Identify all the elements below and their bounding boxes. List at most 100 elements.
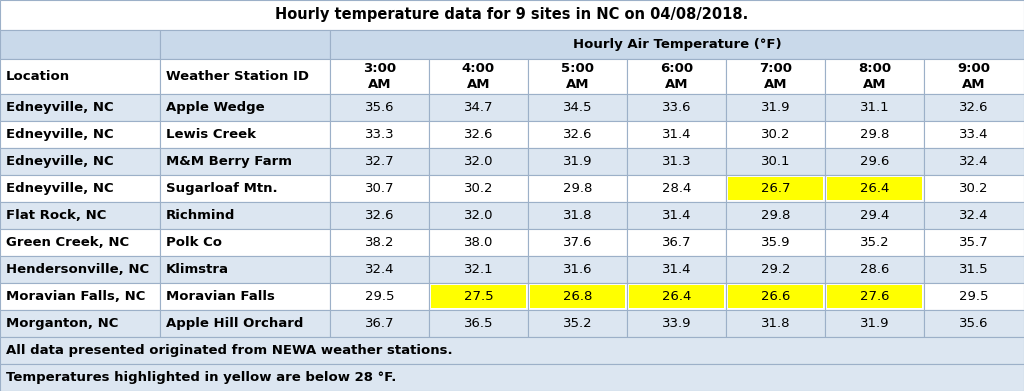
Bar [528, 121, 627, 148]
Bar [330, 229, 429, 256]
Bar [825, 148, 924, 175]
Bar [160, 175, 330, 202]
Text: 33.9: 33.9 [662, 317, 691, 330]
Bar [924, 310, 1024, 337]
Text: 32.6: 32.6 [563, 128, 592, 141]
Text: Hourly Air Temperature (°F): Hourly Air Temperature (°F) [572, 38, 781, 51]
Text: 31.4: 31.4 [662, 128, 691, 141]
Bar [528, 283, 627, 310]
Text: Sugarloaf Mtn.: Sugarloaf Mtn. [166, 182, 278, 195]
Text: 4:00
AM: 4:00 AM [462, 63, 495, 90]
Text: Hendersonville, NC: Hendersonville, NC [6, 263, 150, 276]
Text: 31.9: 31.9 [563, 155, 592, 168]
Text: 28.4: 28.4 [662, 182, 691, 195]
Text: Morganton, NC: Morganton, NC [6, 317, 119, 330]
Text: 38.2: 38.2 [365, 236, 394, 249]
Bar [629, 285, 724, 308]
Bar [0, 337, 1024, 364]
Bar [627, 310, 726, 337]
Text: 31.9: 31.9 [860, 317, 889, 330]
Bar [627, 121, 726, 148]
Text: Klimstra: Klimstra [166, 263, 229, 276]
Bar [528, 175, 627, 202]
Text: 32.6: 32.6 [959, 101, 989, 114]
Bar [160, 283, 330, 310]
Text: M&M Berry Farm: M&M Berry Farm [166, 155, 292, 168]
Text: 30.7: 30.7 [365, 182, 394, 195]
Bar [528, 94, 627, 121]
Bar [429, 148, 528, 175]
Bar [924, 256, 1024, 283]
Bar [530, 285, 625, 308]
Text: Moravian Falls, NC: Moravian Falls, NC [6, 290, 145, 303]
Text: 34.7: 34.7 [464, 101, 494, 114]
Text: Location: Location [6, 70, 70, 83]
Bar [827, 285, 922, 308]
Bar [0, 121, 160, 148]
Bar [825, 202, 924, 229]
Text: 31.5: 31.5 [959, 263, 989, 276]
Bar [0, 229, 160, 256]
Text: 26.4: 26.4 [860, 182, 889, 195]
Text: 7:00
AM: 7:00 AM [759, 63, 792, 90]
Text: Edneyville, NC: Edneyville, NC [6, 128, 114, 141]
Bar [924, 94, 1024, 121]
Text: 33.6: 33.6 [662, 101, 691, 114]
Text: Richmind: Richmind [166, 209, 236, 222]
Bar [627, 59, 726, 94]
Text: 32.0: 32.0 [464, 155, 494, 168]
Bar [825, 121, 924, 148]
Bar [0, 283, 160, 310]
Text: 29.6: 29.6 [860, 155, 889, 168]
Text: Edneyville, NC: Edneyville, NC [6, 155, 114, 168]
Bar [330, 283, 429, 310]
Text: Moravian Falls: Moravian Falls [166, 290, 274, 303]
Bar [0, 256, 160, 283]
Bar [429, 310, 528, 337]
Bar [429, 59, 528, 94]
Text: 31.8: 31.8 [563, 209, 592, 222]
Text: 35.9: 35.9 [761, 236, 791, 249]
Bar [627, 175, 726, 202]
Text: Edneyville, NC: Edneyville, NC [6, 101, 114, 114]
Bar [827, 177, 922, 200]
Text: 8:00
AM: 8:00 AM [858, 63, 891, 90]
Bar [627, 148, 726, 175]
Bar [0, 30, 160, 59]
Text: 37.6: 37.6 [563, 236, 592, 249]
Bar [528, 202, 627, 229]
Text: 30.2: 30.2 [464, 182, 494, 195]
Text: 32.1: 32.1 [464, 263, 494, 276]
Text: 30.1: 30.1 [761, 155, 791, 168]
Bar [160, 30, 330, 59]
Text: 32.7: 32.7 [365, 155, 394, 168]
Text: 35.6: 35.6 [365, 101, 394, 114]
Bar [160, 310, 330, 337]
Bar [330, 94, 429, 121]
Text: 6:00
AM: 6:00 AM [659, 63, 693, 90]
Text: 30.2: 30.2 [959, 182, 989, 195]
Text: 33.3: 33.3 [365, 128, 394, 141]
Text: 26.8: 26.8 [563, 290, 592, 303]
Text: Edneyville, NC: Edneyville, NC [6, 182, 114, 195]
Bar [728, 177, 823, 200]
Bar [726, 59, 825, 94]
Text: 26.4: 26.4 [662, 290, 691, 303]
Text: Flat Rock, NC: Flat Rock, NC [6, 209, 106, 222]
Text: 36.5: 36.5 [464, 317, 494, 330]
Text: 31.9: 31.9 [761, 101, 791, 114]
Text: 31.6: 31.6 [563, 263, 592, 276]
Bar [627, 94, 726, 121]
Bar [726, 202, 825, 229]
Text: 9:00
AM: 9:00 AM [957, 63, 990, 90]
Text: Apple Hill Orchard: Apple Hill Orchard [166, 317, 303, 330]
Bar [528, 310, 627, 337]
Text: 32.0: 32.0 [464, 209, 494, 222]
Text: 31.1: 31.1 [860, 101, 889, 114]
Bar [160, 121, 330, 148]
Text: 28.6: 28.6 [860, 263, 889, 276]
Bar [160, 59, 330, 94]
Bar [0, 364, 1024, 391]
Bar [825, 283, 924, 310]
Bar [330, 310, 429, 337]
